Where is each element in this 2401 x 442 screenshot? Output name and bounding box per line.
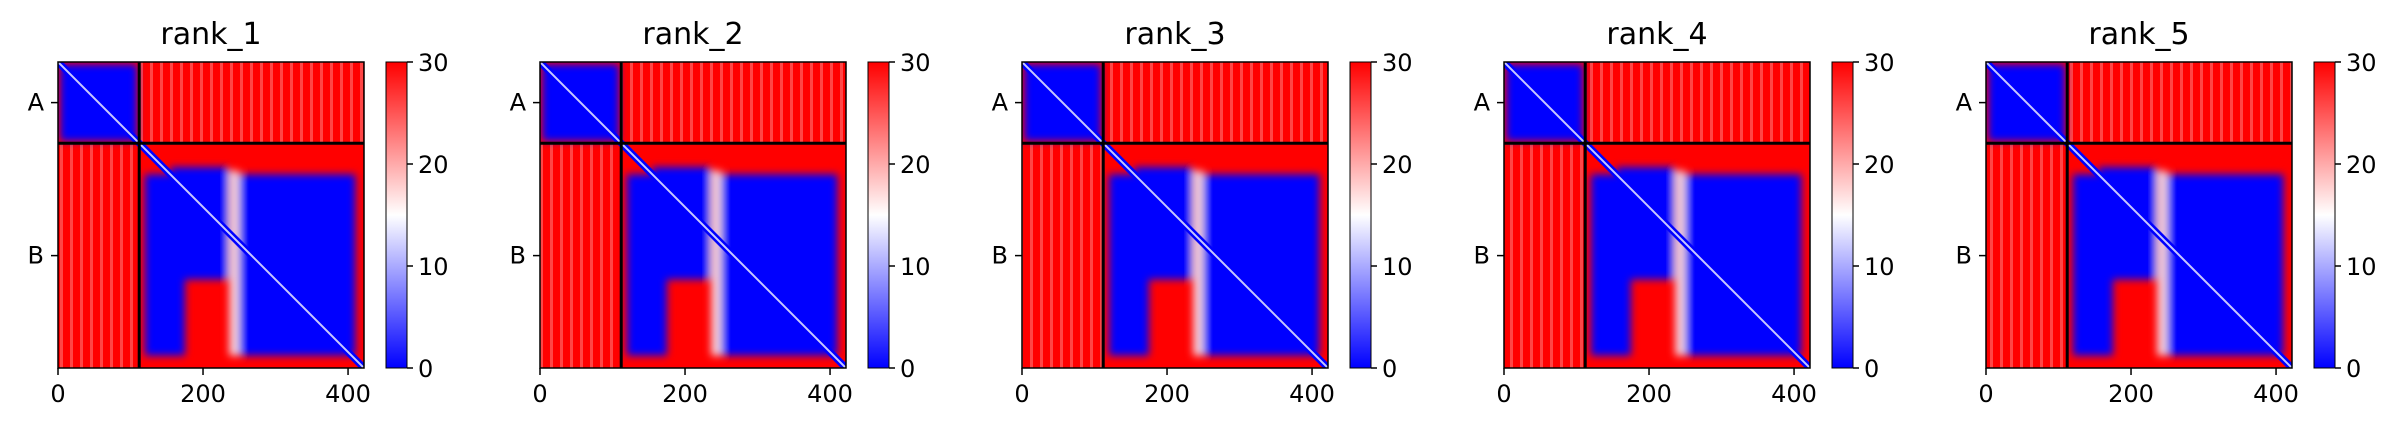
chain-b-hinge [229,170,240,356]
interchain-block-ba [1986,143,2068,368]
y-tick-label: A [992,89,1009,117]
colorbar-tick-label: 20 [1864,151,1895,179]
colorbar-tick-label: 20 [2346,151,2377,179]
chain-b-hinge [1675,170,1686,356]
x-tick-label: 200 [1626,380,1672,408]
interchain-block-ab [139,62,364,144]
colorbar-tick-label: 10 [1382,253,1413,281]
y-tick-label: B [1474,242,1490,270]
y-tick-label: A [28,89,45,117]
colorbar-tick-label: 30 [2346,49,2377,77]
y-tick-label: A [1956,89,1973,117]
chain-b-hinge [711,170,722,356]
colorbar [1831,61,1854,369]
panel-title: rank_4 [1606,17,1707,52]
x-tick-label: 400 [807,380,853,408]
panel-title: rank_5 [2088,17,2189,52]
chain-b-domain-2 [2073,174,2113,356]
colorbar-tick-label: 30 [418,49,449,77]
axes-frame [539,61,847,369]
colorbar-tick-label: 20 [418,151,449,179]
heatmap-rank_4 [1504,62,1810,368]
colorbar-tick-label: 0 [1382,355,1397,383]
heatmap-rank_5 [1986,62,2292,368]
diagonal-highlight [1022,62,1328,368]
colorbar [385,61,408,369]
x-tick-label: 200 [2108,380,2154,408]
interchain-block-ab [1585,62,1810,144]
interchain-block-ba [1504,143,1586,368]
axes-frame [1021,61,1329,369]
interchain-block-ba [58,143,140,368]
diagonal-highlight [58,62,364,368]
y-tick-label: A [1474,89,1491,117]
interchain-block-ba [540,143,622,368]
x-tick-label: 200 [180,380,226,408]
colorbar-tick-label: 20 [1382,151,1413,179]
panel-title: rank_1 [160,17,261,52]
y-tick-label: B [510,242,526,270]
colorbar [2313,61,2336,369]
chain-b-domain-2 [627,174,667,356]
panel-rank_5: rank_5 0 200 400 A B 0 10 20 30 [1956,17,2377,408]
x-tick-label: 0 [1978,380,1993,408]
colorbar-tick-label: 0 [418,355,433,383]
y-tick-label: A [510,89,527,117]
colorbar [1349,61,1372,369]
x-tick-label: 200 [1144,380,1190,408]
colorbar-tick-label: 10 [418,253,449,281]
x-tick-label: 200 [662,380,708,408]
panel-rank_4: rank_4 0 200 400 A B 0 10 20 30 [1474,17,1895,408]
chain-b-domain-2 [145,174,185,356]
axes-frame [1985,61,2293,369]
interchain-block-ab [1103,62,1328,144]
axes-frame [57,61,365,369]
panel-title: rank_2 [642,17,743,52]
colorbar-tick-label: 10 [1864,253,1895,281]
colorbar-tick-label: 0 [900,355,915,383]
panel-rank_1: rank_1 0 200 400 A B 0 10 20 30 [28,17,449,408]
x-tick-label: 0 [1014,380,1029,408]
y-tick-label: B [28,242,44,270]
axes-frame [1503,61,1811,369]
interchain-block-ab [2067,62,2292,144]
colorbar-tick-label: 0 [1864,355,1879,383]
colorbar-tick-label: 30 [900,49,931,77]
colorbar-tick-label: 10 [900,253,931,281]
panel-rank_2: rank_2 0 200 400 A B 0 10 20 30 [510,17,931,408]
interchain-block-ab [621,62,846,144]
panel-rank_3: rank_3 0 200 400 A B 0 10 20 30 [992,17,1413,408]
heatmap-rank_3 [1022,62,1328,368]
x-tick-label: 0 [50,380,65,408]
x-tick-label: 400 [2253,380,2299,408]
y-tick-label: B [992,242,1008,270]
y-tick-label: B [1956,242,1972,270]
x-tick-label: 400 [325,380,371,408]
colorbar-tick-label: 20 [900,151,931,179]
diagonal-highlight [540,62,846,368]
diagonal-highlight [1986,62,2292,368]
colorbar-tick-label: 30 [1382,49,1413,77]
colorbar-tick-label: 0 [2346,355,2361,383]
chain-b-domain-2 [1591,174,1631,356]
panel-title: rank_3 [1124,17,1225,52]
heatmap-rank_2 [540,62,846,368]
colorbar-tick-label: 10 [2346,253,2377,281]
x-tick-label: 0 [532,380,547,408]
colorbar [867,61,890,369]
colorbar-tick-label: 30 [1864,49,1895,77]
x-tick-label: 400 [1771,380,1817,408]
interchain-block-ba [1022,143,1104,368]
diagonal-highlight [1504,62,1810,368]
chain-b-hinge [2157,170,2168,356]
chain-b-domain-2 [1109,174,1149,356]
chain-b-hinge [1193,170,1204,356]
x-tick-label: 400 [1289,380,1335,408]
heatmap-rank_1 [58,62,364,368]
x-tick-label: 0 [1496,380,1511,408]
